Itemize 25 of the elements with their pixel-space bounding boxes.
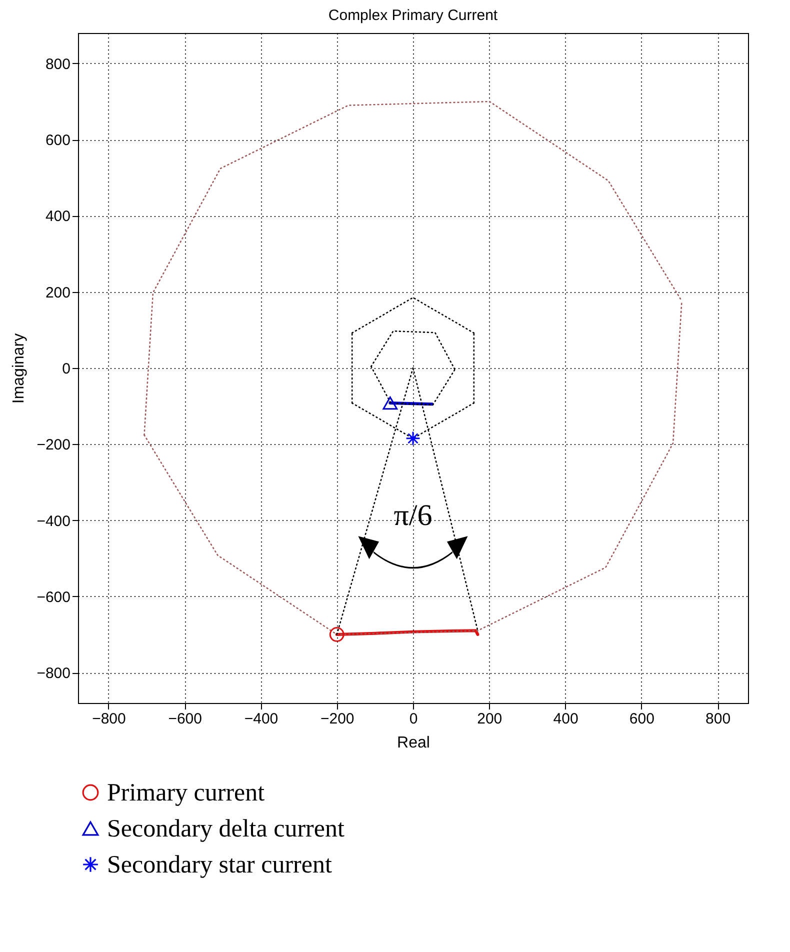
y-tick-label: 200: [45, 284, 70, 302]
y-axis-title: Imaginary: [10, 333, 28, 404]
y-tick-label: −600: [36, 588, 70, 606]
y-tick-label: −400: [36, 512, 70, 530]
x-tick-label: −800: [92, 710, 126, 728]
legend-label: Secondary star current: [107, 852, 332, 878]
annotation: π/6: [394, 499, 432, 532]
x-tick-label: 800: [706, 710, 731, 728]
x-tick-label: 0: [409, 710, 418, 728]
legend-label: Primary current: [107, 780, 265, 806]
y-tick-label: −200: [36, 436, 70, 454]
y-tick-label: 400: [45, 208, 70, 226]
legend-label: Secondary delta current: [107, 816, 344, 842]
x-tick-label: −400: [244, 710, 278, 728]
x-tick-label: 200: [477, 710, 502, 728]
y-tick-label: 0: [62, 360, 70, 378]
x-tick-label: −600: [168, 710, 202, 728]
x-axis-title: Real: [397, 734, 430, 752]
y-tick-label: 600: [45, 132, 70, 150]
x-tick-label: 400: [553, 710, 578, 728]
chart-title: Complex Primary Current: [328, 7, 498, 24]
y-tick-label: 800: [45, 56, 70, 73]
x-tick-label: −200: [320, 710, 354, 728]
x-tick-label: 600: [629, 710, 654, 728]
y-tick-label: −800: [36, 665, 70, 682]
